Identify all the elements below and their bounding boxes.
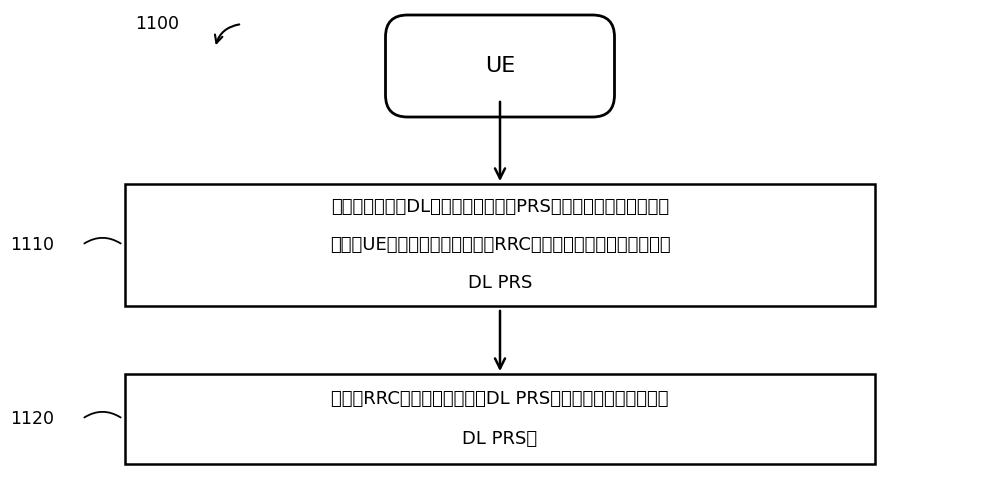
Text: 确定下行链路（DL）定位参考信号（PRS）测量时段，用于测量和: 确定下行链路（DL）定位参考信号（PRS）测量时段，用于测量和 xyxy=(331,198,669,216)
Text: 当处于RRC非活动状态时，在DL PRS测量时段期间测量和处理: 当处于RRC非活动状态时，在DL PRS测量时段期间测量和处理 xyxy=(331,390,669,408)
Bar xyxy=(125,374,875,464)
Text: 1120: 1120 xyxy=(10,410,54,428)
Text: DL PRS。: DL PRS。 xyxy=(462,430,538,448)
Text: 1110: 1110 xyxy=(10,236,54,254)
Text: 1100: 1100 xyxy=(135,15,179,33)
Text: DL PRS: DL PRS xyxy=(468,274,532,292)
Text: UE: UE xyxy=(485,56,515,76)
Bar xyxy=(125,184,875,306)
FancyBboxPatch shape xyxy=(386,15,614,117)
Text: 处理当UE处于无线电资源控制（RRC）非活动状态时由基站发送的: 处理当UE处于无线电资源控制（RRC）非活动状态时由基站发送的 xyxy=(330,236,670,254)
